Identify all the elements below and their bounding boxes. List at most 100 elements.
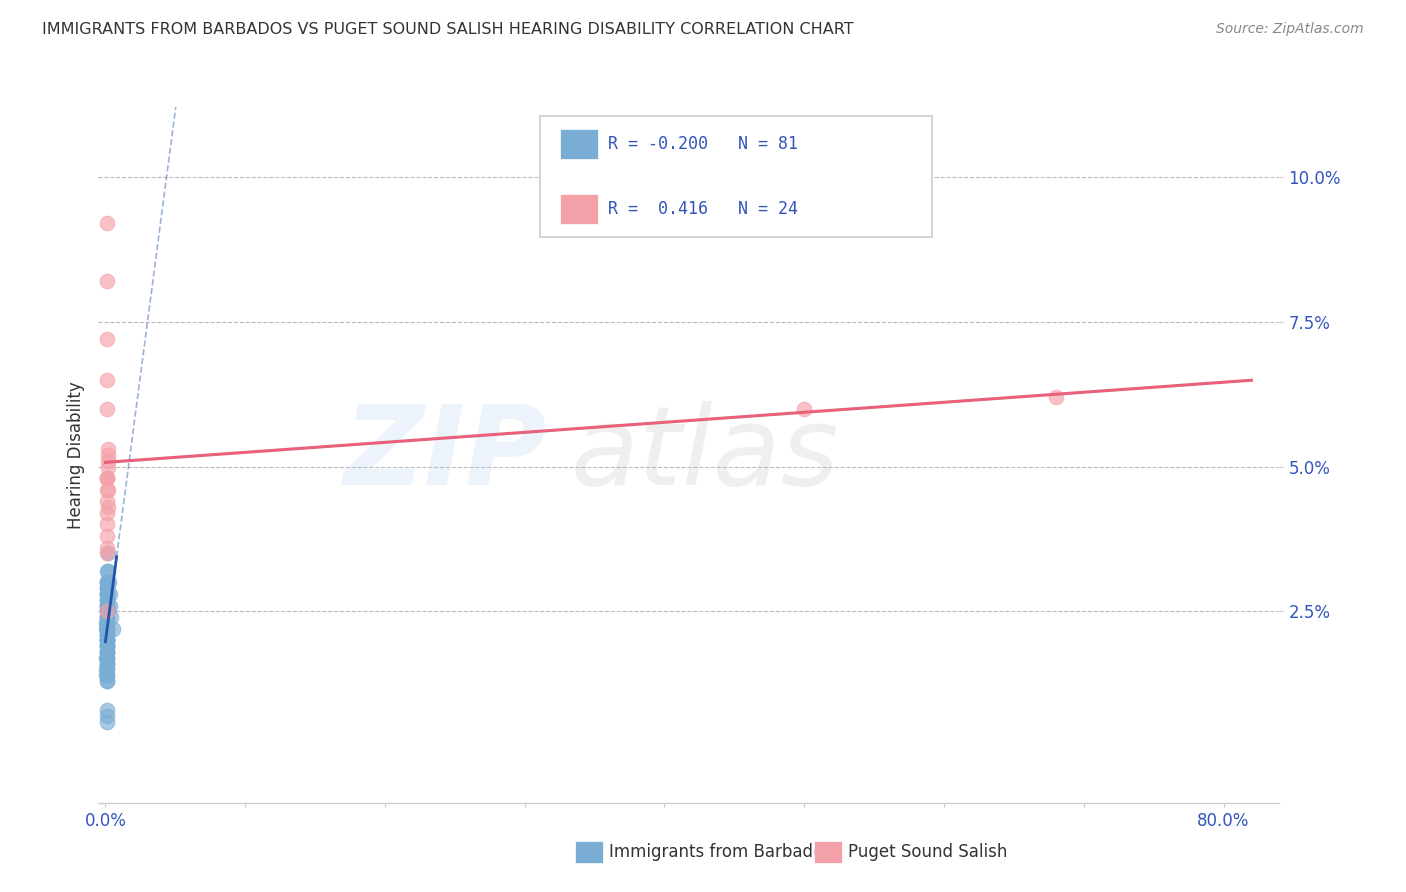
Point [96, 639, 118, 653]
Point [97, 459, 120, 474]
Point [96, 575, 118, 590]
Point [96, 622, 118, 636]
Point [96, 506, 118, 520]
Point [96, 633, 118, 648]
Point [96, 605, 118, 619]
Point [96, 587, 118, 601]
Point [96, 599, 118, 613]
Point [96, 633, 118, 648]
Point [96, 599, 118, 613]
Point [96, 622, 118, 636]
Point [96, 651, 118, 665]
Point [96, 639, 118, 653]
Point [96, 605, 118, 619]
Text: IMMIGRANTS FROM BARBADOS VS PUGET SOUND SALISH HEARING DISABILITY CORRELATION CH: IMMIGRANTS FROM BARBADOS VS PUGET SOUND … [42, 22, 853, 37]
Point [793, 401, 815, 416]
Text: Puget Sound Salish: Puget Sound Salish [848, 843, 1007, 861]
Point [96, 564, 118, 578]
Point [96, 668, 118, 682]
Text: atlas: atlas [571, 401, 839, 508]
Point [96, 605, 118, 619]
Point [96, 674, 118, 689]
Point [96, 628, 118, 642]
Point [96, 622, 118, 636]
Point [96, 622, 118, 636]
Point [96, 592, 118, 607]
Point [96, 662, 118, 676]
Point [96, 274, 118, 288]
Point [96, 708, 118, 723]
Text: Immigrants from Barbados: Immigrants from Barbados [609, 843, 832, 861]
Text: ZIP: ZIP [343, 401, 547, 508]
Point [96, 605, 118, 619]
Point [96, 615, 118, 630]
Point [96, 645, 118, 659]
Point [97, 448, 120, 462]
Point [96, 599, 118, 613]
Point [96, 657, 118, 671]
Point [96, 483, 118, 497]
Point [96, 657, 118, 671]
Point [1045, 390, 1067, 404]
Point [96, 332, 118, 346]
Point [96, 610, 118, 624]
Point [96, 633, 118, 648]
Point [97, 442, 120, 457]
Point [96, 592, 118, 607]
Point [96, 674, 118, 689]
Point [96, 651, 118, 665]
Point [97, 564, 120, 578]
Point [96, 575, 118, 590]
Y-axis label: Hearing Disability: Hearing Disability [66, 381, 84, 529]
Point [96, 628, 118, 642]
Point [94, 622, 117, 636]
Point [96, 610, 118, 624]
Point [96, 615, 118, 630]
Point [98, 599, 121, 613]
Point [96, 668, 118, 682]
Point [96, 471, 118, 485]
Point [100, 610, 122, 624]
Point [96, 605, 118, 619]
Text: R =  0.416   N = 24: R = 0.416 N = 24 [607, 200, 797, 218]
Point [96, 628, 118, 642]
Point [96, 714, 118, 729]
Point [96, 645, 118, 659]
Point [96, 615, 118, 630]
Point [96, 592, 118, 607]
Point [96, 662, 118, 676]
Point [96, 645, 118, 659]
Point [96, 587, 118, 601]
Point [97, 575, 120, 590]
Point [96, 639, 118, 653]
Point [96, 587, 118, 601]
Point [97, 500, 120, 514]
Point [96, 605, 118, 619]
Point [96, 615, 118, 630]
Point [96, 610, 118, 624]
Point [96, 628, 118, 642]
Point [96, 216, 118, 230]
Point [96, 546, 118, 561]
Point [96, 582, 118, 596]
Point [96, 546, 118, 561]
Point [96, 703, 118, 717]
Point [96, 541, 118, 555]
Point [96, 633, 118, 648]
Point [96, 633, 118, 648]
Point [96, 471, 118, 485]
Text: R = -0.200   N = 81: R = -0.200 N = 81 [607, 136, 797, 153]
Text: Source: ZipAtlas.com: Source: ZipAtlas.com [1216, 22, 1364, 37]
Point [96, 610, 118, 624]
Point [96, 662, 118, 676]
Point [96, 599, 118, 613]
Point [96, 373, 118, 387]
Point [97, 453, 120, 467]
Point [96, 401, 118, 416]
Point [96, 668, 118, 682]
Point [96, 575, 118, 590]
Point [96, 657, 118, 671]
Point [96, 494, 118, 508]
Point [96, 622, 118, 636]
Point [96, 639, 118, 653]
